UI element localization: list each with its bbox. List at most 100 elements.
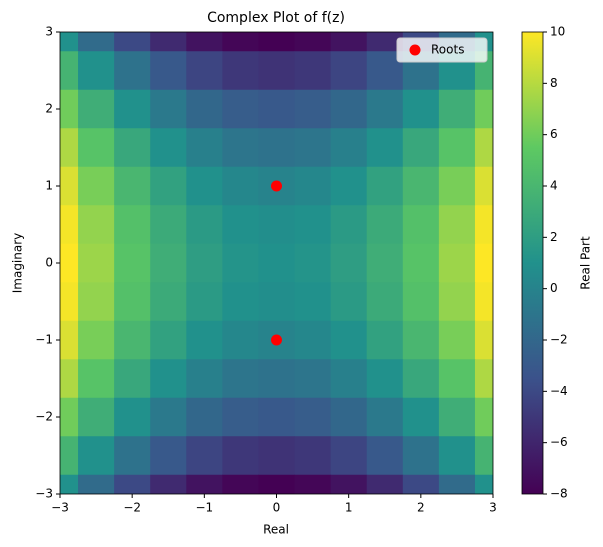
contour-cell — [330, 282, 368, 322]
contour-cell — [186, 128, 223, 168]
contour-cell — [60, 166, 79, 206]
contour-cell — [222, 51, 259, 91]
contour-cell — [258, 205, 296, 245]
contour-cell — [366, 359, 404, 399]
contour-cell — [366, 436, 404, 476]
contour-cell — [330, 397, 368, 437]
colorbar-tick-label: 6 — [550, 127, 558, 141]
y-tick-label: 1 — [45, 179, 53, 193]
contour-cell — [78, 282, 115, 322]
contour-cell — [222, 436, 259, 476]
root-point — [271, 334, 282, 346]
contour-cell — [186, 243, 223, 283]
contour-cell — [222, 32, 259, 52]
contour-cell — [438, 397, 476, 437]
contour-cell — [114, 397, 151, 437]
contour-cell — [60, 320, 79, 360]
contour-cell — [222, 128, 259, 168]
contour-cell — [474, 205, 493, 245]
contour-cell — [78, 359, 115, 399]
x-axis-label: Real — [263, 523, 289, 537]
contour-cell — [114, 320, 151, 360]
contour-cell — [474, 359, 493, 399]
colorbar-tick-label: 4 — [550, 179, 558, 193]
contour-cell — [330, 320, 368, 360]
contour-cell — [258, 436, 296, 476]
contour-cell — [222, 320, 259, 360]
contour-cell — [150, 397, 187, 437]
contour-cell — [78, 436, 115, 476]
x-tick-label: 2 — [417, 501, 425, 515]
contour-cell — [366, 243, 404, 283]
contour-cell — [60, 205, 79, 245]
contour-cell — [402, 166, 440, 206]
contour-cell — [402, 243, 440, 283]
contour-cell — [114, 166, 151, 206]
colorbar-tick-label: 2 — [550, 230, 558, 244]
contour-cell — [366, 474, 404, 494]
contour-cell — [330, 51, 368, 91]
colorbar-label: Real Part — [579, 236, 593, 290]
contour-cell — [402, 89, 440, 129]
legend-marker — [409, 44, 421, 56]
contour-cell — [330, 205, 368, 245]
colorbar-tick-label: −8 — [550, 487, 568, 501]
y-tick-label: 3 — [45, 25, 53, 39]
contour-cell — [60, 282, 79, 322]
contour-cell — [150, 359, 187, 399]
colorbar-tick-label: 8 — [550, 76, 558, 90]
contour-cell — [186, 436, 223, 476]
contour-cell — [78, 205, 115, 245]
contour-cell — [330, 166, 368, 206]
contour-cell — [330, 128, 368, 168]
contour-cell — [114, 474, 151, 494]
contour-cell — [474, 89, 493, 129]
contour-cell — [258, 32, 296, 52]
contour-cell — [258, 243, 296, 283]
contour-cell — [294, 128, 332, 168]
contour-cell — [150, 205, 187, 245]
contour-cell — [60, 128, 79, 168]
contour-cell — [60, 32, 79, 52]
x-tick-label: 3 — [489, 501, 497, 515]
colorbar-tick-label: −6 — [550, 435, 568, 449]
contour-cell — [294, 51, 332, 91]
contour-cell — [186, 89, 223, 129]
x-tick-label: −3 — [51, 501, 69, 515]
contour-cell — [186, 359, 223, 399]
contour-cell — [114, 51, 151, 91]
contour-cell — [114, 282, 151, 322]
contour-cell — [438, 128, 476, 168]
contour-cell — [186, 474, 223, 494]
contour-cell — [258, 89, 296, 129]
x-tick-label: −1 — [195, 501, 213, 515]
contour-cell — [258, 51, 296, 91]
contour-cell — [294, 32, 332, 52]
contour-cell — [150, 89, 187, 129]
contour-cell — [150, 320, 187, 360]
contour-cell — [438, 205, 476, 245]
contour-cell — [150, 128, 187, 168]
x-tick-label: −2 — [123, 501, 141, 515]
contour-cell — [258, 359, 296, 399]
contour-cell — [366, 282, 404, 322]
y-axis-label: Imaginary — [11, 233, 25, 294]
contour-cell — [474, 128, 493, 168]
legend-box — [396, 37, 488, 63]
contour-cell — [366, 89, 404, 129]
contour-cell — [186, 51, 223, 91]
contour-cell — [438, 166, 476, 206]
contour-cell — [294, 436, 332, 476]
root-point — [271, 180, 282, 192]
contour-cell — [114, 89, 151, 129]
contour-cell — [114, 359, 151, 399]
contour-cell — [294, 320, 332, 360]
y-tick-label: −3 — [35, 487, 53, 501]
contour-cell — [474, 243, 493, 283]
contour-cell — [474, 474, 493, 494]
contour-cell — [438, 320, 476, 360]
contour-cell — [258, 397, 296, 437]
contour-cell — [186, 320, 223, 360]
contour-cell — [366, 397, 404, 437]
